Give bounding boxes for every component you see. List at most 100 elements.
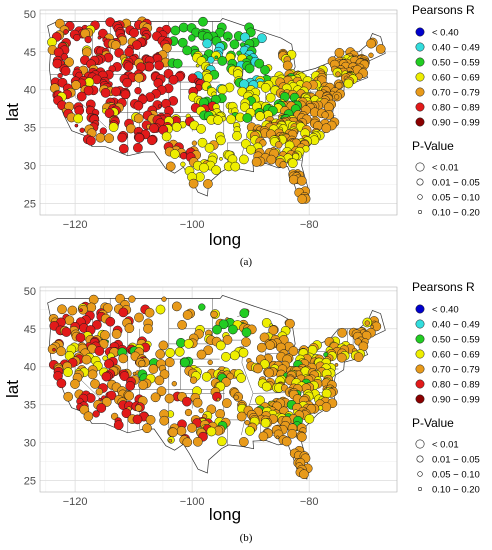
station-point bbox=[86, 302, 97, 313]
station-point bbox=[196, 124, 206, 134]
color-legend-title: Pearsons R bbox=[412, 3, 475, 17]
station-point bbox=[216, 397, 221, 402]
x-axis-title: long bbox=[209, 505, 241, 524]
size-legend-key bbox=[417, 486, 422, 491]
color-legend-label: 0.90 − 0.99 bbox=[432, 395, 480, 406]
y-tick-label: 40 bbox=[24, 362, 36, 374]
y-tick-label: 50 bbox=[24, 286, 36, 298]
size-legend-key bbox=[415, 162, 425, 172]
station-point bbox=[366, 38, 376, 49]
station-point bbox=[79, 308, 83, 313]
station-point bbox=[279, 161, 287, 169]
station-point bbox=[217, 84, 228, 95]
station-point bbox=[188, 34, 196, 42]
station-point bbox=[63, 367, 73, 378]
station-point bbox=[165, 347, 175, 358]
station-point bbox=[171, 122, 182, 132]
y-axis-title: lat bbox=[3, 103, 22, 121]
size-legend-title: P-Value bbox=[412, 416, 454, 430]
station-point bbox=[102, 303, 113, 313]
station-point bbox=[164, 357, 175, 368]
station-point bbox=[192, 436, 203, 447]
x-axis-title: long bbox=[209, 230, 241, 249]
color-legend-key bbox=[415, 102, 425, 112]
station-point bbox=[230, 161, 241, 172]
station-point bbox=[174, 346, 185, 357]
color-legend-key bbox=[415, 42, 425, 52]
station-point bbox=[201, 371, 212, 382]
station-point bbox=[129, 27, 139, 38]
color-legend-label: 0.40 − 0.49 bbox=[432, 43, 480, 54]
station-point bbox=[335, 71, 341, 77]
station-point bbox=[118, 143, 129, 154]
station-point bbox=[161, 131, 172, 142]
station-point bbox=[132, 414, 143, 425]
station-point bbox=[206, 426, 217, 437]
size-legend-key bbox=[416, 455, 424, 463]
station-point bbox=[101, 371, 112, 382]
color-legend-label: 0.50 − 0.59 bbox=[432, 58, 480, 69]
station-point bbox=[155, 304, 166, 315]
station-point bbox=[157, 104, 162, 108]
station-point bbox=[73, 33, 81, 42]
station-point bbox=[57, 304, 67, 315]
y-tick-label: 35 bbox=[24, 123, 36, 135]
station-point bbox=[246, 144, 256, 155]
color-legend-key bbox=[415, 57, 425, 67]
station-point bbox=[198, 407, 204, 414]
y-tick-labels: 25 30 35 40 45 50 bbox=[24, 286, 36, 488]
station-point bbox=[180, 161, 186, 167]
station-point bbox=[244, 426, 255, 436]
station-point bbox=[118, 353, 129, 364]
station-point bbox=[57, 72, 63, 79]
station-point bbox=[242, 113, 253, 123]
station-point bbox=[183, 338, 194, 349]
station-point bbox=[177, 320, 187, 330]
station-point bbox=[321, 402, 332, 412]
y-tick-label: 45 bbox=[24, 47, 36, 59]
station-point bbox=[261, 318, 272, 328]
station-point bbox=[83, 411, 94, 422]
station-point bbox=[375, 44, 386, 54]
x-tick-labels: −120 −100 −80 bbox=[63, 496, 319, 508]
station-point bbox=[321, 123, 332, 134]
station-point bbox=[94, 346, 105, 356]
station-point bbox=[119, 371, 130, 381]
size-legend-label: 0.01 − 0.05 bbox=[432, 178, 480, 189]
station-point bbox=[63, 391, 74, 402]
station-point bbox=[232, 131, 242, 141]
data-points bbox=[47, 16, 386, 204]
station-point bbox=[192, 397, 203, 408]
station-point bbox=[261, 381, 272, 392]
station-point bbox=[133, 113, 144, 124]
station-point bbox=[120, 89, 131, 100]
station-point bbox=[81, 354, 92, 365]
station-point bbox=[239, 308, 250, 319]
station-point bbox=[144, 61, 155, 72]
x-tick-label: −120 bbox=[63, 496, 88, 508]
station-point bbox=[265, 340, 275, 351]
station-point bbox=[63, 29, 69, 35]
station-point bbox=[76, 91, 87, 102]
station-point bbox=[70, 379, 80, 389]
color-legend-label: 0.80 − 0.89 bbox=[432, 103, 480, 114]
station-point bbox=[304, 414, 315, 424]
y-tick-label: 35 bbox=[24, 400, 36, 412]
station-point bbox=[84, 35, 92, 44]
station-point bbox=[215, 409, 226, 419]
color-legend-label: 0.40 − 0.49 bbox=[432, 320, 480, 331]
station-point bbox=[158, 340, 169, 351]
y-tick-label: 30 bbox=[24, 161, 36, 173]
station-point bbox=[216, 135, 226, 146]
color-legend-key bbox=[415, 72, 425, 82]
station-point bbox=[104, 359, 114, 369]
station-point bbox=[156, 386, 167, 396]
station-point bbox=[296, 175, 307, 186]
station-point bbox=[221, 398, 232, 408]
station-point bbox=[164, 393, 175, 404]
station-point bbox=[368, 52, 374, 58]
color-legend-label: 0.80 − 0.89 bbox=[432, 380, 480, 391]
station-point bbox=[236, 411, 247, 422]
station-point bbox=[336, 352, 347, 363]
station-point bbox=[154, 375, 165, 386]
